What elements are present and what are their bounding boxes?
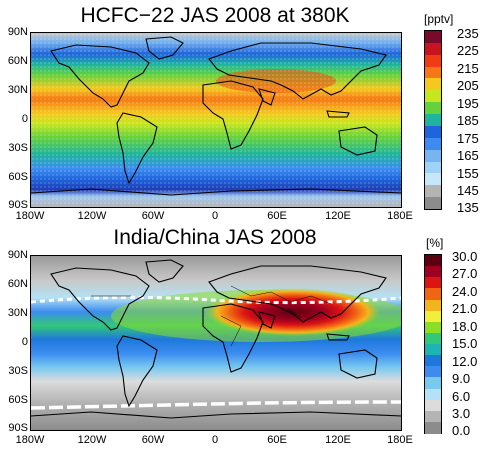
colorbar-swatch: [425, 125, 441, 139]
colorbar-swatch: [425, 149, 441, 163]
bottom-cbar-tick-15: 15.0: [452, 336, 478, 351]
bottom-colorbar-unit: [%]: [426, 236, 444, 250]
colorbar-swatch: [425, 42, 441, 56]
colorbar-swatch: [425, 185, 441, 198]
colorbar-swatch: [425, 377, 441, 389]
top-cbar-tick-145: 145: [457, 183, 479, 198]
colorbar-swatch: [425, 78, 441, 91]
top-lon-label-60w: 60W: [141, 210, 165, 222]
colorbar-swatch: [425, 255, 441, 267]
colorbar-swatch: [425, 344, 441, 356]
bottom-map-country-borders: [91, 285, 332, 347]
colorbar-swatch: [425, 410, 441, 423]
bottom-lon-label-120w: 120W: [77, 434, 107, 446]
bottom-lat-label-60s: 60S: [8, 394, 28, 406]
top-cbar-tick-225: 225: [457, 43, 479, 58]
colorbar-swatch: [425, 173, 441, 186]
top-cbar-tick-165: 165: [457, 148, 479, 163]
bottom-lon-label-60e: 60E: [267, 434, 287, 446]
colorbar-swatch: [425, 299, 441, 312]
top-lon-label-60e: 60E: [267, 210, 287, 222]
top-map: [30, 32, 402, 208]
bottom-colorbar: [424, 254, 442, 434]
bottom-map: [30, 255, 402, 431]
colorbar-swatch: [425, 355, 441, 367]
top-colorbar-unit: [pptv]: [424, 12, 454, 26]
top-lon-label-180e: 180E: [387, 210, 413, 222]
top-cbar-tick-215: 215: [457, 61, 479, 76]
bottom-cbar-tick-3: 3.0: [452, 406, 471, 421]
colorbar-swatch: [425, 197, 441, 210]
top-map-dot-texture: [31, 33, 401, 207]
top-cbar-tick-185: 185: [457, 113, 479, 128]
colorbar-swatch: [425, 288, 441, 300]
bottom-cbar-tick-24: 24.0: [452, 284, 478, 299]
top-lat-label-60s: 60S: [8, 171, 28, 183]
bottom-lon-label-60w: 60W: [141, 434, 165, 446]
bottom-lon-label-180w: 180W: [15, 434, 45, 446]
bottom-lon-label-180e: 180E: [387, 434, 413, 446]
colorbar-swatch: [425, 54, 441, 68]
bottom-lat-label-30n: 30N: [7, 307, 28, 319]
colorbar-swatch: [425, 388, 441, 401]
colorbar-swatch: [425, 31, 441, 44]
colorbar-swatch: [425, 277, 441, 289]
top-cbar-tick-175: 175: [457, 131, 479, 146]
bottom-cbar-tick-12: 12.0: [452, 354, 478, 369]
top-lat-label-30n: 30N: [7, 84, 28, 96]
colorbar-swatch: [425, 399, 441, 412]
bottom-lat-label-30s: 30S: [8, 365, 28, 377]
top-lat-label-30s: 30S: [8, 142, 28, 154]
colorbar-swatch: [425, 137, 441, 151]
top-lon-label-0: 0: [211, 210, 219, 222]
bottom-lon-label-0: 0: [211, 434, 219, 446]
top-lon-label-120e: 120E: [325, 210, 351, 222]
bottom-lat-label-60n: 60N: [7, 278, 28, 290]
colorbar-swatch: [425, 332, 441, 345]
bottom-cbar-tick-9: 9.0: [452, 371, 471, 386]
bottom-map-northern-contour: [31, 295, 401, 305]
top-lat-label-90s: 90S: [8, 199, 28, 211]
top-cbar-tick-155: 155: [457, 166, 479, 181]
top-panel-title: HCFC−22 JAS 2008 at 380K: [80, 4, 350, 27]
bottom-lat-label-90s: 90S: [8, 422, 28, 434]
bottom-map-southern-contour: [31, 400, 401, 410]
top-lon-label-180w: 180W: [15, 210, 45, 222]
top-lat-label-60n: 60N: [7, 55, 28, 67]
bottom-cbar-tick-0: 0.0: [452, 423, 471, 438]
top-colorbar: [424, 30, 442, 210]
bottom-map-coastlines: [31, 259, 401, 419]
top-cbar-tick-195: 195: [457, 96, 479, 111]
colorbar-swatch: [425, 421, 441, 434]
bottom-lat-label-0: 0: [21, 336, 28, 348]
top-map-coastlines: [31, 36, 401, 196]
colorbar-swatch: [425, 161, 441, 174]
bottom-cbar-tick-18: 18.0: [452, 319, 478, 334]
bottom-lon-label-120e: 120E: [325, 434, 351, 446]
bottom-cbar-tick-30: 30.0: [452, 249, 478, 264]
top-cbar-tick-135: 135: [457, 200, 479, 215]
bottom-cbar-tick-6: 6.0: [452, 389, 471, 404]
colorbar-swatch: [425, 321, 441, 334]
top-lon-label-120w: 120W: [77, 210, 107, 222]
top-lat-label-90n: 90N: [7, 26, 28, 38]
colorbar-swatch: [425, 90, 441, 103]
colorbar-swatch: [425, 114, 441, 127]
bottom-cbar-tick-27: 27.0: [452, 266, 478, 281]
top-lat-label-0: 0: [21, 113, 28, 125]
colorbar-swatch: [425, 66, 441, 79]
colorbar-swatch: [425, 266, 441, 278]
bottom-lat-label-90n: 90N: [7, 249, 28, 261]
bottom-cbar-tick-21: 21.0: [452, 301, 478, 316]
colorbar-swatch: [425, 102, 441, 115]
bottom-panel-title: India/China JAS 2008: [113, 226, 317, 249]
colorbar-swatch: [425, 366, 441, 378]
top-cbar-tick-235: 235: [457, 26, 479, 41]
colorbar-swatch: [425, 310, 441, 323]
top-cbar-tick-205: 205: [457, 78, 479, 93]
